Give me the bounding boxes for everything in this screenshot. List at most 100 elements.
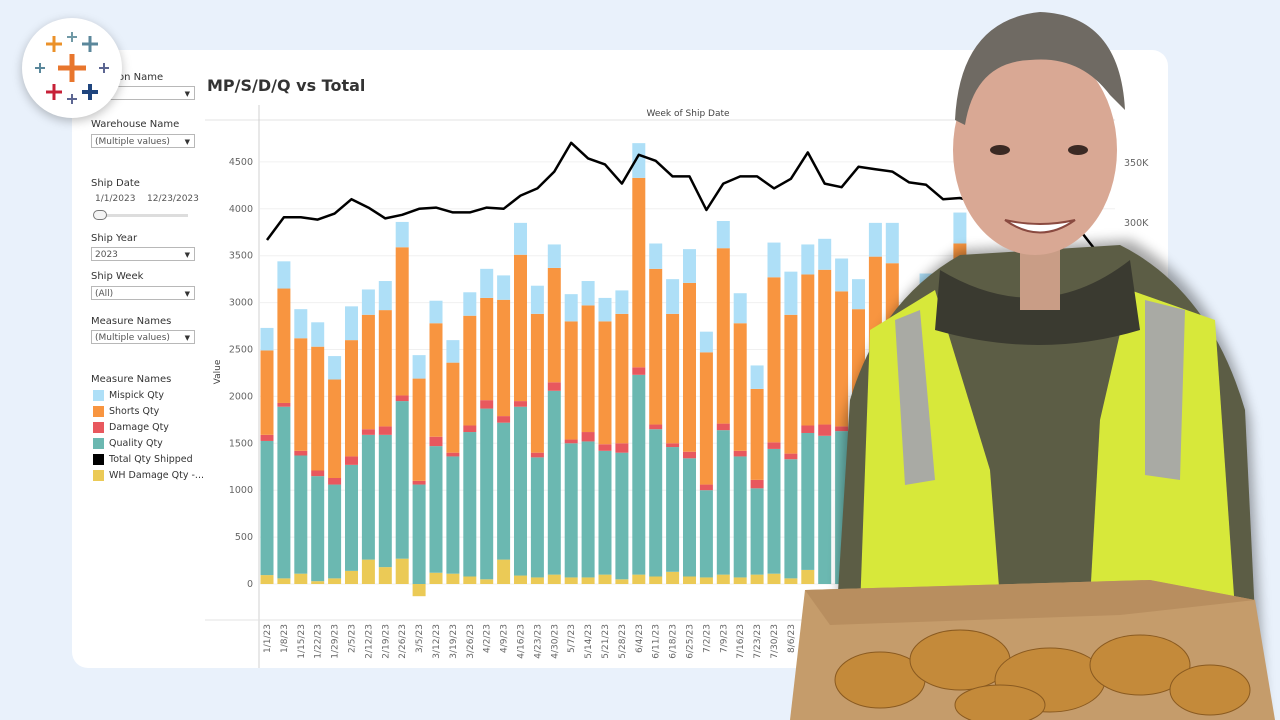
bar-mispick — [953, 212, 967, 244]
legend-item[interactable]: Quality Qty — [93, 437, 163, 450]
bar-quality — [260, 440, 274, 576]
bar-mispick — [514, 222, 527, 255]
bar-wh-damage — [361, 559, 375, 584]
bar-mispick — [345, 306, 358, 341]
bar-quality — [328, 484, 342, 579]
filter-ship-week-value: (All) — [95, 289, 114, 299]
filter-ship-week-select[interactable]: (All) ▼ — [91, 286, 195, 300]
bar-quality — [514, 406, 527, 576]
bar-mispick — [395, 221, 409, 248]
y-tick-label: 1500 — [229, 438, 253, 449]
bar-wh-damage — [480, 579, 494, 584]
x-tick-label: 7/30/23 — [770, 624, 780, 659]
legend-item[interactable]: Total Qty Shipped — [93, 453, 193, 466]
bar-shorts — [733, 323, 747, 451]
legend-item[interactable]: Damage Qty — [93, 421, 169, 434]
bar-shorts — [412, 378, 426, 481]
bar-damage — [716, 423, 730, 431]
bar-damage — [615, 443, 629, 453]
bar-damage — [767, 442, 781, 449]
bar-shorts — [260, 350, 274, 435]
bar-mispick — [852, 279, 865, 310]
bar-wh-damage — [666, 571, 680, 584]
bar-wh-damage — [429, 572, 443, 584]
x-tick-label: 6/4/23 — [635, 624, 645, 653]
filter-warehouse-select[interactable]: (Multiple values) ▼ — [91, 134, 195, 148]
bar-quality — [361, 434, 375, 560]
bar-mispick — [581, 281, 595, 306]
bar-mispick — [429, 300, 443, 324]
bar-quality — [699, 490, 713, 578]
bar-wh-damage — [294, 573, 308, 584]
bar-quality — [801, 432, 815, 570]
bar-wh-damage — [733, 577, 747, 584]
bar-shorts — [767, 277, 781, 443]
bar-damage — [598, 444, 612, 451]
y-tick-label: 4000 — [229, 204, 253, 215]
bar-damage — [277, 402, 291, 407]
chevron-down-icon: ▼ — [184, 138, 190, 146]
bar-wh-damage — [260, 575, 274, 584]
bar-mispick — [547, 244, 561, 268]
bar-wh-damage — [683, 576, 696, 584]
bar-damage — [328, 478, 342, 485]
bar-quality — [649, 429, 663, 577]
legend-swatch — [93, 390, 104, 401]
bar-wh-damage — [615, 579, 629, 584]
bar-mispick — [463, 292, 477, 316]
bar-shorts — [294, 338, 308, 451]
chevron-down-icon: ▼ — [184, 290, 190, 298]
x-tick-label: 4/23/23 — [533, 624, 543, 659]
bar-quality — [767, 448, 781, 574]
bar-mispick — [328, 356, 342, 380]
chevron-down-icon: ▼ — [184, 251, 190, 259]
bar-quality — [311, 476, 325, 582]
bar-quality — [294, 455, 308, 574]
bar-quality — [480, 408, 494, 580]
bar-shorts — [497, 299, 511, 417]
bar-damage — [632, 367, 646, 375]
bar-wh-damage — [784, 578, 798, 584]
bar-mispick — [361, 289, 375, 315]
bar-damage — [649, 424, 663, 430]
bar-mispick — [260, 327, 274, 351]
bar-quality — [412, 484, 426, 584]
y2-tick-label: 350K — [1124, 158, 1149, 169]
x-tick-label: 7/2/23 — [702, 624, 712, 653]
legend-item[interactable]: Mispick Qty — [93, 389, 164, 402]
x-tick-label: 4/2/23 — [483, 624, 493, 653]
x-tick-label: 1/29/23 — [331, 624, 341, 659]
bar-damage — [294, 450, 308, 456]
legend-item[interactable]: WH Damage Qty -... — [93, 469, 204, 482]
bar-damage — [547, 382, 561, 391]
bar-damage — [361, 429, 375, 435]
bar-mispick — [683, 249, 696, 283]
bar-shorts — [683, 282, 696, 452]
bar-damage — [463, 425, 477, 433]
bar-mispick — [818, 238, 832, 270]
bar-wh-damage — [801, 569, 815, 584]
bar-mispick — [801, 244, 815, 275]
x-tick-label: 6/18/23 — [669, 624, 679, 659]
x-tick-label: 4/16/23 — [517, 624, 527, 659]
bar-quality — [581, 441, 595, 578]
filter-warehouse-value: (Multiple values) — [95, 137, 170, 147]
bar-quality — [632, 374, 646, 575]
bar-wh-damage — [632, 574, 646, 584]
bar-wh-damage — [514, 575, 527, 584]
bar-damage — [666, 443, 680, 448]
bar-damage — [446, 452, 460, 457]
bar-wh-damage — [564, 577, 578, 584]
ship-date-slider-track[interactable] — [95, 214, 188, 217]
ship-date-slider-handle[interactable] — [93, 210, 107, 220]
bar-quality — [378, 434, 392, 568]
bar-quality — [446, 456, 460, 574]
bar-mispick — [412, 355, 426, 379]
filter-measure-names-select[interactable]: (Multiple values) ▼ — [91, 330, 195, 344]
legend-item[interactable]: Shorts Qty — [93, 405, 159, 418]
bar-damage — [514, 401, 527, 407]
bar-shorts — [480, 297, 494, 401]
filter-ship-year-select[interactable]: 2023 ▼ — [91, 247, 195, 261]
bar-shorts — [395, 247, 409, 396]
